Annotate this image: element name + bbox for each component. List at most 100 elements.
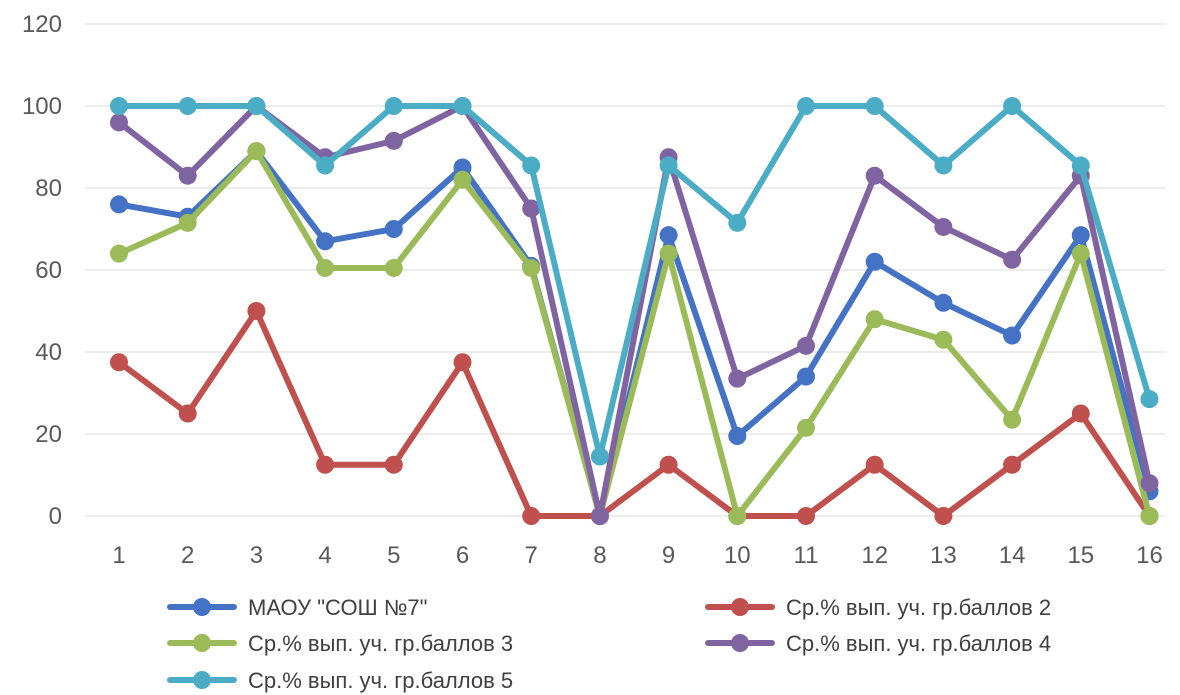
- legend-swatch-marker: [193, 634, 211, 652]
- y-tick-label: 60: [35, 257, 62, 284]
- data-point: [110, 195, 128, 214]
- data-point: [1003, 97, 1022, 115]
- data-point: [522, 156, 541, 175]
- data-point: [865, 166, 884, 185]
- data-point: [1140, 390, 1159, 409]
- data-point: [247, 97, 266, 115]
- data-point: [1003, 410, 1022, 429]
- data-point: [384, 97, 403, 115]
- data-point: [1003, 250, 1022, 269]
- data-point: [178, 404, 197, 423]
- series-lines: [110, 97, 1159, 525]
- data-point: [178, 213, 197, 232]
- y-tick-label: 80: [35, 175, 62, 202]
- legend-label: Ср.% вып. уч. гр.баллов 2: [786, 595, 1051, 620]
- data-point: [522, 258, 541, 277]
- series-2: [110, 302, 1159, 525]
- x-tick-label: 9: [662, 542, 675, 569]
- data-point: [934, 156, 953, 175]
- x-tick-label: 14: [999, 542, 1026, 569]
- legend-label: МАОУ "СОШ №7": [248, 595, 427, 620]
- series-5: [110, 97, 1159, 466]
- data-point: [384, 220, 403, 238]
- data-point: [178, 97, 197, 115]
- x-tick-label: 12: [861, 542, 888, 569]
- data-point: [797, 418, 815, 437]
- data-point: [659, 455, 678, 474]
- data-point: [1003, 455, 1022, 474]
- data-point: [1140, 507, 1159, 525]
- data-point: [384, 455, 403, 474]
- legend-label: Ср.% вып. уч. гр.баллов 3: [248, 631, 513, 656]
- data-point: [659, 156, 678, 175]
- data-point: [865, 310, 884, 329]
- x-tick-label: 2: [181, 542, 194, 569]
- data-point: [453, 353, 472, 372]
- data-point: [522, 507, 541, 525]
- data-point: [316, 232, 335, 251]
- data-point: [865, 455, 884, 474]
- data-point: [384, 258, 403, 277]
- legend-item: МАОУ "СОШ №7": [167, 595, 427, 620]
- data-point: [110, 244, 128, 263]
- data-point: [110, 97, 128, 115]
- y-tick-label: 100: [22, 93, 62, 120]
- legend-swatch-marker: [193, 671, 211, 689]
- legend-swatch-marker: [731, 634, 749, 652]
- data-point: [316, 455, 335, 474]
- data-point: [1071, 244, 1090, 263]
- data-point: [1071, 404, 1090, 423]
- data-point: [934, 217, 953, 236]
- data-point: [728, 213, 747, 232]
- y-tick-label: 120: [22, 11, 62, 38]
- data-point: [1140, 474, 1159, 493]
- data-point: [728, 507, 747, 525]
- x-tick-label: 6: [456, 542, 469, 569]
- series-line: [116, 103, 1153, 460]
- data-point: [934, 330, 953, 349]
- x-tick-label: 8: [593, 542, 606, 569]
- legend-label: Ср.% вып. уч. гр.баллов 5: [248, 668, 513, 693]
- data-point: [590, 447, 609, 466]
- data-point: [316, 156, 335, 175]
- data-point: [110, 113, 128, 132]
- data-point: [797, 97, 815, 115]
- data-point: [865, 97, 884, 115]
- data-point: [453, 97, 472, 115]
- series-3: [110, 142, 1159, 525]
- data-point: [178, 166, 197, 185]
- legend: МАОУ "СОШ №7" Ср.% вып. уч. гр.баллов 2 Ср…: [167, 595, 1051, 693]
- x-tick-label: 10: [724, 542, 751, 569]
- legend-item: Ср.% вып. уч. гр.баллов 3: [167, 631, 513, 656]
- data-point: [797, 336, 815, 355]
- data-point: [934, 507, 953, 525]
- x-tick-label: 15: [1067, 542, 1094, 569]
- data-point: [590, 507, 609, 525]
- series-line: [116, 308, 1153, 519]
- series-line: [116, 148, 1153, 519]
- series-line: [116, 103, 1153, 519]
- data-point: [247, 142, 266, 161]
- data-point: [1071, 226, 1090, 245]
- data-point: [1003, 326, 1022, 345]
- data-point: [110, 353, 128, 372]
- legend-swatch-marker: [193, 598, 211, 616]
- legend-item: Ср.% вып. уч. гр.баллов 4: [705, 631, 1051, 656]
- data-point: [728, 427, 747, 446]
- y-tick-label: 40: [35, 339, 62, 366]
- data-point: [522, 199, 541, 218]
- data-point: [1071, 156, 1090, 175]
- legend-item: Ср.% вып. уч. гр.баллов 2: [705, 595, 1051, 620]
- legend-swatch-marker: [731, 598, 749, 616]
- data-point: [316, 258, 335, 277]
- y-tick-label: 0: [49, 503, 62, 530]
- data-point: [659, 244, 678, 263]
- legend-item: Ср.% вып. уч. гр.баллов 5: [167, 668, 513, 693]
- x-tick-label: 3: [250, 542, 263, 569]
- x-tick-label: 5: [387, 542, 400, 569]
- data-point: [797, 367, 815, 386]
- data-point: [453, 170, 472, 189]
- x-tick-label: 1: [112, 542, 125, 569]
